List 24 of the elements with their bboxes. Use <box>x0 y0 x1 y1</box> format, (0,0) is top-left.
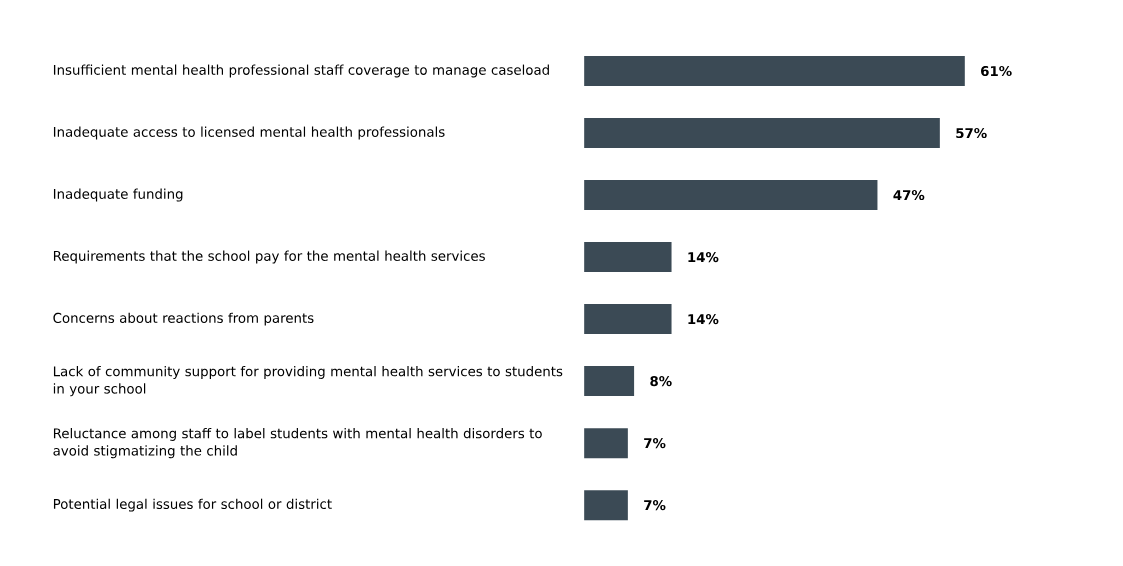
data-label: 14% <box>688 252 719 263</box>
data-label: 57% <box>956 128 987 139</box>
bar <box>584 180 878 211</box>
y-tick-label: Lack of community support for providing mental health services to students in your school <box>53 366 563 397</box>
data-label: 7% <box>644 500 666 511</box>
bar <box>584 304 672 335</box>
y-tick-label: Insufficient mental health professional staff coverage to manage caseload <box>53 64 549 78</box>
bar <box>584 490 628 521</box>
y-tick-label: Inadequate funding <box>53 188 183 202</box>
bar <box>584 428 628 459</box>
bar <box>584 118 940 149</box>
data-label: 61% <box>981 66 1012 77</box>
y-tick-label: Concerns about reactions from parents <box>53 312 314 326</box>
y-tick-label: Reluctance among staff to label students with mental health disorders to avoid stigmatizing the child <box>53 428 542 459</box>
data-label: 7% <box>644 438 666 449</box>
bar <box>584 56 965 87</box>
y-tick-label: Inadequate access to licensed mental health professionals <box>53 126 445 140</box>
bar <box>584 242 672 273</box>
data-label: 14% <box>688 314 719 325</box>
data-label: 8% <box>650 376 672 387</box>
bar <box>584 366 635 397</box>
y-tick-label: Requirements that the school pay for the mental health services <box>53 250 485 264</box>
data-label: 47% <box>893 190 925 201</box>
y-tick-label: Potential legal issues for school or district <box>53 498 332 512</box>
